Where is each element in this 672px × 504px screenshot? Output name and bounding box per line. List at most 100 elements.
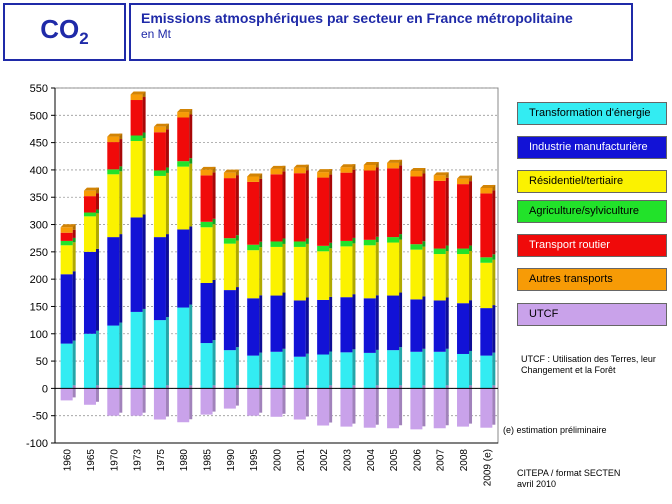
bar-segment [223,290,236,351]
bar-segment [60,232,73,241]
bar-segment-side [119,322,123,386]
bar-segment-side [72,229,76,238]
bar-segment [457,303,470,354]
axes [51,87,498,444]
bar-segment [107,169,120,175]
bar-segment-side [329,296,333,352]
bar-segment [270,388,283,417]
y-tick-labels: -100 -50 0 50 100 150 200 250 300 350 400 450 500 550 [26,83,48,450]
bar-segment [293,246,306,301]
x-tick-label: 1990 [226,449,237,472]
bar-segment-side [95,213,99,249]
estimation-note: (e) estimation préliminaire [503,425,607,435]
bar-segment-side [422,348,426,386]
bar-segment-side [399,234,403,240]
bar-segment [387,162,400,169]
bar-segment-side [212,172,216,219]
bar-segment-side [305,164,309,171]
bar-segment-side [189,163,193,227]
co2-label: CO2 [40,14,88,49]
x-tick-label: 2004 [366,449,377,472]
bar-segment-side [305,353,309,386]
bar-segment-side [212,385,216,412]
bar-segment [107,142,120,170]
bar-segment-side [445,385,449,426]
y-tick-label: -100 [26,438,48,450]
bar-segment [457,254,470,304]
co2-box: CO2 [3,3,126,61]
bar-segment-side [352,243,356,295]
bar-segment-side [259,295,263,353]
y-tick-label: 100 [30,329,48,341]
bar-segment-side [282,348,286,386]
bar-segment-side [142,132,146,138]
bar-segment-side [492,190,496,255]
bar-segment-side [282,292,286,349]
bar-segment [293,167,306,174]
bar-top-cap [177,109,193,113]
bar-segment [83,196,96,213]
bar-segment-side [492,259,496,306]
bar-top-cap [293,164,309,168]
bar-segment-side [212,218,216,225]
bar-segment-side [119,385,123,413]
bar-segment-side [259,178,263,242]
bar-segment-side [422,296,426,349]
x-tick-label: 2001 [296,449,307,472]
bar-segment-side [422,241,426,247]
bar-segment [480,187,493,194]
bar-segment-side [235,169,239,176]
bar-segment [247,176,260,182]
bar-segment-side [282,238,286,244]
bar-segment-side [119,171,123,235]
bar-segment-side [375,236,379,243]
bar-segment [107,237,120,326]
bar-segment [200,169,213,176]
y-tick-label: 50 [36,356,48,368]
x-tick-label: 1995 [249,449,260,472]
x-tick-label: 2007 [436,449,447,472]
bar-segment [177,117,190,162]
bar-segment-side [329,169,333,175]
bar-top-cap [83,187,99,191]
bar-segment-side [492,184,496,191]
bar-segment [433,180,446,249]
x-tick-label: 2000 [273,449,284,472]
bar-segment [457,388,470,427]
bar-segment [223,350,236,389]
bar-segment [363,245,376,299]
bar-segment [60,245,73,275]
source-line-1: CITEPA / format SECTEN [517,468,621,478]
bar-segment-side [95,385,99,402]
bar-segment [153,132,166,171]
y-tick-label: 300 [30,220,48,232]
bar-segment-side [189,114,193,159]
bar-segment [200,227,213,283]
bar-segment-side [399,159,403,166]
bar-segment-side [212,224,216,280]
bar-segment [83,333,96,389]
bar-segment-side [72,242,76,272]
bar-segment-side [445,251,449,298]
bar-top-cap [480,184,496,188]
bar-segment [457,184,470,249]
bar-segment-side [95,193,99,210]
bar-segment [60,388,73,401]
bar-segment-side [235,287,239,348]
bar-segment-side [329,385,333,423]
bar-segment-side [189,158,193,164]
bar-segment [387,388,400,429]
bar-segment [130,140,143,218]
bar-segment [317,354,330,389]
bar-segment-side [445,177,449,246]
bar-segment [270,168,283,175]
bar-segment [340,352,353,389]
bar-segment [293,388,306,420]
x-tick-label: 1960 [63,449,74,472]
bar-segment [107,174,120,238]
bar-segment-side [422,246,426,297]
bar-segment-side [119,139,123,167]
bar-segment-side [352,385,356,424]
bar-segment-side [329,174,333,243]
